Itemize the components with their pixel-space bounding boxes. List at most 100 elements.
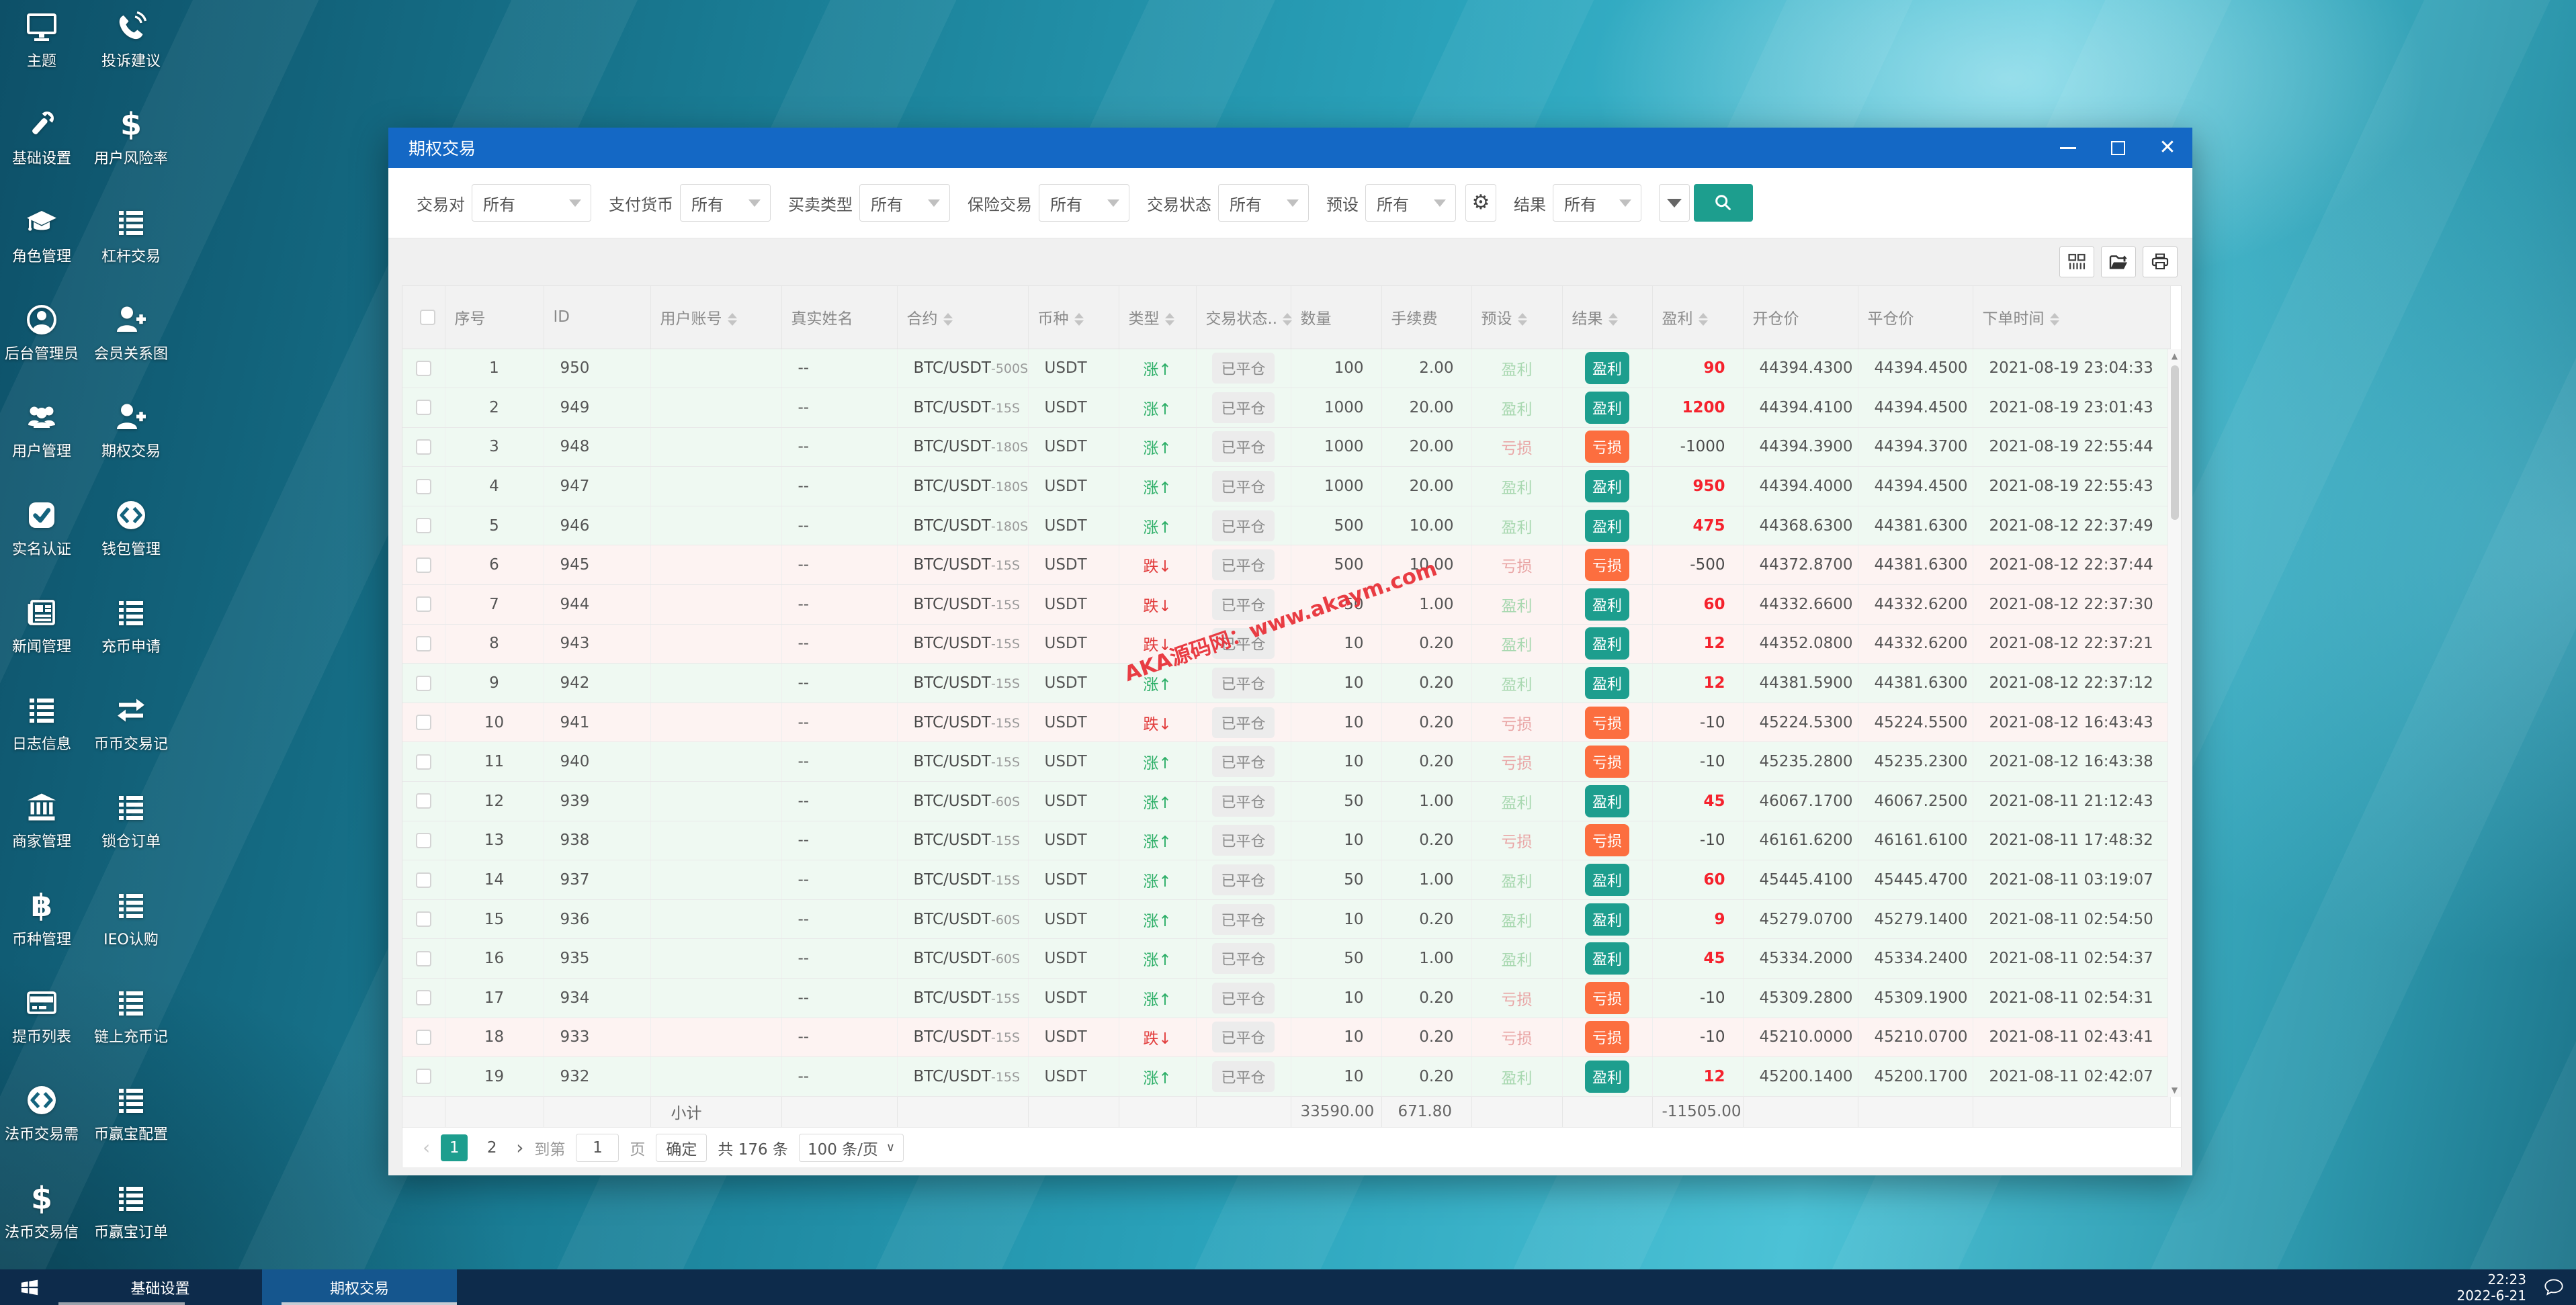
desktop-icon-17[interactable]: 商家管理: [0, 790, 83, 851]
row-checkbox[interactable]: [415, 950, 431, 966]
desktop-icon-25[interactable]: $ 法币交易信: [0, 1181, 83, 1242]
desktop-icon-12[interactable]: 钱包管理: [89, 498, 173, 559]
row-checkbox[interactable]: [415, 754, 431, 770]
desktop-icon-3[interactable]: 基础设置: [0, 107, 83, 168]
column-header-profit[interactable]: 盈利: [1652, 286, 1744, 349]
maximize-button[interactable]: [2093, 128, 2143, 168]
row-checkbox[interactable]: [415, 832, 431, 848]
sort-icon[interactable]: [1698, 313, 1708, 326]
cell-result: 亏损: [1562, 741, 1653, 782]
pay-currency-select[interactable]: 所有: [680, 184, 771, 222]
desktop-icon-13[interactable]: 新闻管理: [0, 595, 83, 656]
search-more-button[interactable]: [1659, 184, 1690, 222]
sort-icon[interactable]: [2049, 313, 2059, 326]
column-header-account[interactable]: 用户账号: [650, 286, 782, 349]
row-checkbox[interactable]: [415, 675, 431, 691]
scroll-up-arrow-icon[interactable]: ▲: [2171, 351, 2178, 361]
desktop-icon-11[interactable]: 实名认证: [0, 498, 83, 559]
desktop-icon-1[interactable]: 主题: [0, 9, 83, 71]
row-checkbox[interactable]: [415, 990, 431, 1006]
sort-icon[interactable]: [727, 313, 737, 326]
desktop-icon-9[interactable]: 用户管理: [0, 400, 83, 461]
desktop-icon-5[interactable]: 角色管理: [0, 205, 83, 266]
desktop-icon-14[interactable]: 充币申请: [89, 595, 173, 656]
print-button[interactable]: [2143, 246, 2178, 277]
page-size-select[interactable]: 100 条/页 ∨: [798, 1133, 904, 1162]
trade-status-select[interactable]: 所有: [1218, 184, 1309, 222]
row-checkbox[interactable]: [415, 715, 431, 731]
desktop-icon-16[interactable]: 币币交易记: [89, 692, 173, 754]
settings-button[interactable]: ⚙: [1465, 184, 1496, 222]
page-2-button[interactable]: 2: [486, 1138, 497, 1157]
desktop-icon-6[interactable]: 杠杆交易: [89, 205, 173, 266]
column-header-contract[interactable]: 合约: [897, 286, 1029, 349]
desktop-icon-22[interactable]: 链上充币记: [89, 985, 173, 1046]
sort-icon[interactable]: [943, 313, 953, 326]
search-button[interactable]: [1694, 184, 1753, 222]
sort-icon[interactable]: [1283, 313, 1293, 326]
row-checkbox[interactable]: [415, 793, 431, 809]
row-checkbox[interactable]: [415, 635, 431, 651]
taskbar-item-options-trading[interactable]: 期权交易: [262, 1269, 457, 1305]
desktop-icon-19[interactable]: ฿ 币种管理: [0, 888, 83, 949]
scroll-down-arrow-icon[interactable]: ▼: [2171, 1085, 2178, 1095]
row-checkbox[interactable]: [415, 360, 431, 376]
minimize-button[interactable]: [2043, 128, 2093, 168]
sort-icon[interactable]: [1074, 313, 1084, 326]
column-header-coin[interactable]: 币种: [1028, 286, 1119, 349]
column-header-result[interactable]: 结果: [1562, 286, 1653, 349]
row-checkbox[interactable]: [415, 439, 431, 455]
result-select[interactable]: 所有: [1553, 184, 1641, 222]
row-checkbox[interactable]: [415, 478, 431, 494]
desktop-icon-23[interactable]: 法币交易需: [0, 1083, 83, 1144]
page-1-button[interactable]: 1: [441, 1134, 468, 1161]
column-header-time[interactable]: 下单时间: [1973, 286, 2171, 349]
desktop-icon-label: 杠杆交易: [101, 248, 161, 265]
row-checkbox[interactable]: [415, 872, 431, 888]
sort-icon[interactable]: [1517, 313, 1527, 326]
scrollbar-thumb[interactable]: [2171, 365, 2179, 520]
desktop-icon-10[interactable]: 期权交易: [89, 400, 173, 461]
row-checkbox[interactable]: [415, 911, 431, 928]
options-trading-window: 期权交易 ✕ 交易对 所有 支付货币 所有 买卖类型 所有: [388, 128, 2192, 1175]
desktop-icon-15[interactable]: 日志信息: [0, 692, 83, 754]
desktop-icon-2[interactable]: 投诉建议: [89, 9, 173, 71]
insurance-select[interactable]: 所有: [1039, 184, 1129, 222]
taskbar-item-settings[interactable]: 基础设置: [58, 1269, 262, 1305]
column-header-type[interactable]: 类型: [1119, 286, 1197, 349]
taskbar-clock[interactable]: 22:23 2022-6-21: [2456, 1271, 2526, 1304]
row-checkbox[interactable]: [415, 557, 431, 573]
page-input[interactable]: 1: [576, 1133, 619, 1162]
desktop-icon-4[interactable]: $ 用户风险率: [89, 107, 173, 168]
desktop-icon-24[interactable]: 币赢宝配置: [89, 1083, 173, 1144]
sort-icon[interactable]: [1608, 313, 1618, 326]
filter-label: 结果: [1514, 195, 1546, 214]
desktop-icon-7[interactable]: 后台管理员: [0, 302, 83, 363]
start-button[interactable]: [0, 1269, 58, 1305]
row-checkbox[interactable]: [415, 1069, 431, 1085]
row-checkbox[interactable]: [415, 518, 431, 534]
sort-icon[interactable]: [1164, 313, 1174, 326]
trading-pair-select[interactable]: 所有: [472, 184, 591, 222]
row-checkbox[interactable]: [415, 400, 431, 416]
close-button[interactable]: ✕: [2143, 128, 2192, 168]
notifications-button[interactable]: [2544, 1277, 2564, 1298]
confirm-button[interactable]: 确定: [656, 1133, 707, 1162]
vertical-scrollbar[interactable]: ▲ ▼: [2167, 349, 2181, 1097]
column-header-preset[interactable]: 预设: [1471, 286, 1563, 349]
prev-page-button[interactable]: ‹: [423, 1136, 431, 1159]
desktop-icon-26[interactable]: 币赢宝订单: [89, 1181, 173, 1242]
trade-type-select[interactable]: 所有: [859, 184, 950, 222]
desktop-icon-18[interactable]: 锁仓订单: [89, 790, 173, 851]
export-button[interactable]: [2101, 246, 2136, 277]
desktop-icon-8[interactable]: 会员关系图: [89, 302, 173, 363]
desktop-icon-20[interactable]: IEO认购: [89, 888, 173, 949]
next-page-button[interactable]: ›: [516, 1136, 524, 1159]
select-all-checkbox[interactable]: [420, 309, 435, 325]
row-checkbox[interactable]: [415, 596, 431, 613]
columns-button[interactable]: [2059, 246, 2094, 277]
row-checkbox[interactable]: [415, 1029, 431, 1045]
preset-select[interactable]: 所有: [1365, 184, 1456, 222]
desktop-icon-21[interactable]: 提币列表: [0, 985, 83, 1046]
column-header-status[interactable]: 交易状态..: [1196, 286, 1293, 349]
